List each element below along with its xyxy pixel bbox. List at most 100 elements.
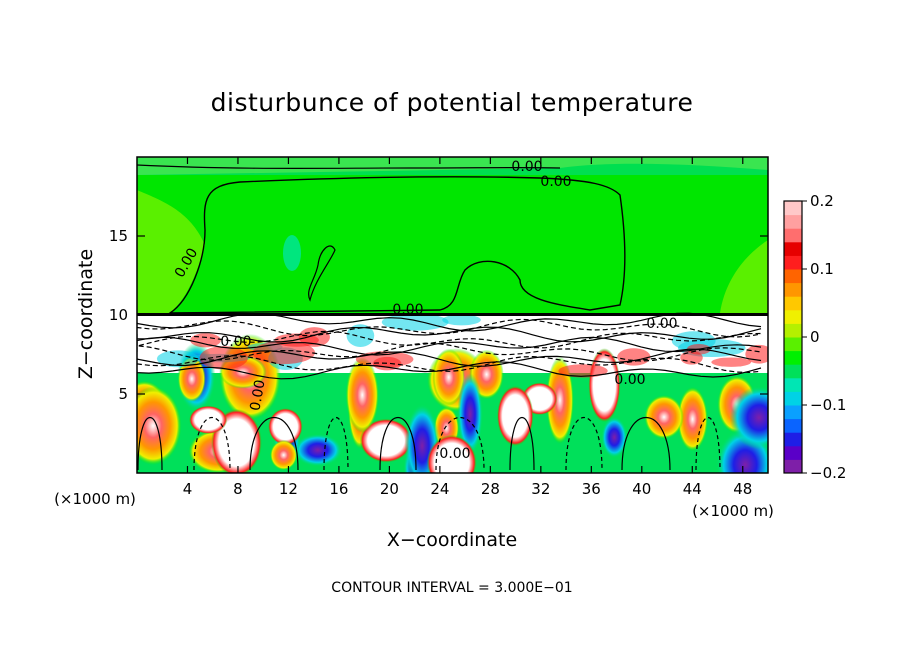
upper-field [137, 157, 768, 315]
x-tick-label: 32 [531, 480, 550, 498]
x-tick-label: 40 [632, 480, 651, 498]
colorbar-segment [784, 418, 802, 433]
contour-line [137, 330, 762, 349]
x-tick-label: 24 [430, 480, 449, 498]
colorbar-segment [784, 269, 802, 284]
colorbar-segment [784, 337, 802, 352]
y-axis: 5 10 15 [109, 227, 768, 403]
field-cell [432, 348, 465, 406]
top-contour [137, 164, 561, 169]
colorbar-segment [784, 201, 802, 216]
mixing-cell [372, 356, 402, 371]
x-axis: 4 8 12 16 20 24 28 32 36 40 44 48 [183, 157, 752, 498]
upper-right-edge [720, 240, 768, 313]
contour-line [137, 318, 762, 338]
colorbar-segment [784, 432, 802, 447]
mixing-cell [346, 324, 375, 348]
field-cell [137, 386, 182, 465]
mixing-cell [190, 333, 221, 348]
colorbar-segment [784, 296, 802, 311]
colorbar-ticks: −0.2 −0.1 0 0.1 0.2 [802, 192, 846, 482]
cyan-patch [283, 235, 301, 271]
field-cell [729, 386, 768, 450]
x-tick-label: 4 [183, 480, 193, 498]
x-axis-label: X−coordinate [387, 529, 517, 551]
x-tick-label: 28 [481, 480, 500, 498]
colorbar-segment [784, 350, 802, 365]
field-cell [345, 357, 379, 433]
contour-line [137, 361, 762, 380]
x-unit-left: (×1000 m) [54, 490, 136, 508]
field-cell [269, 439, 298, 471]
contour-line [137, 342, 762, 362]
contour-label: 0.00 [247, 379, 268, 412]
upper-field-lighter [137, 157, 768, 175]
contour-label: 0.00 [614, 372, 645, 388]
x-tick-label: 8 [233, 480, 243, 498]
contour-line [137, 417, 163, 471]
colorbar-tick-label: 0.2 [810, 192, 834, 210]
layer-boundary [137, 313, 768, 316]
field-cell [426, 434, 477, 473]
contour-line [137, 312, 762, 332]
contour-line [695, 417, 721, 471]
contour-line [379, 416, 417, 471]
field-cell [293, 433, 343, 467]
field-cell [189, 405, 228, 435]
field-cell [457, 373, 483, 456]
contour-line [137, 336, 762, 356]
colorbar-segment [784, 323, 802, 338]
contour-line [137, 348, 762, 367]
contour-label: 0.00 [511, 159, 542, 175]
field-cell [601, 416, 628, 458]
field-cell [268, 408, 303, 446]
colorbar-tick-label: −0.1 [810, 396, 846, 414]
colorbar-segment [784, 459, 802, 474]
mixing-cell [711, 357, 752, 367]
colorbar-segment [784, 255, 802, 270]
x-tick-label: 44 [683, 480, 702, 498]
chart-title: disturbunce of potential temperature [211, 88, 694, 117]
zero-contour-upper [167, 176, 626, 314]
colorbar-segment [784, 214, 802, 229]
colorbar-segment [784, 445, 802, 460]
x-tick-label: 36 [582, 480, 601, 498]
colorbar-segment [784, 309, 802, 324]
contour-label: 0.00 [540, 174, 571, 190]
x-unit-right: (×1000 m) [692, 502, 774, 520]
y-axis-label: Z−coordinate [75, 249, 97, 379]
y-tick-label: 15 [109, 227, 128, 245]
contour-line [435, 416, 485, 471]
colorbar-segment [784, 391, 802, 406]
contour-line [323, 417, 349, 471]
x-tick-label: 16 [329, 480, 348, 498]
colorbar-segment [784, 377, 802, 392]
upper-left-edge [137, 190, 205, 313]
x-tick-label: 12 [279, 480, 298, 498]
top-strip [137, 157, 768, 175]
field-cell [359, 418, 413, 463]
colorbar-segment [784, 282, 802, 297]
y-tick-label: 5 [118, 385, 128, 403]
contour-label: 0.00 [392, 302, 423, 318]
colorbar-segment [784, 405, 802, 420]
colorbar [783, 200, 803, 474]
colorbar-tick-label: 0 [810, 328, 820, 346]
colorbar-segment [784, 228, 802, 243]
contour-line [137, 354, 762, 374]
contour-line [193, 416, 231, 471]
contour-label: 0.00 [439, 446, 470, 462]
contour-line [509, 417, 535, 471]
contour-line [621, 416, 671, 471]
colorbar-tick-label: 0.1 [810, 260, 834, 278]
contour-interval-note: CONTOUR INTERVAL = 3.000E−01 [331, 580, 572, 596]
field-cell [677, 386, 708, 452]
contour-line [565, 416, 603, 471]
contour-label: 0.00 [220, 334, 251, 350]
colorbar-segment [784, 241, 802, 256]
colorbar-segment [784, 364, 802, 379]
colorbar-tick-label: −0.2 [810, 464, 846, 482]
mixing-cell [558, 364, 608, 378]
field-cell [496, 385, 534, 447]
